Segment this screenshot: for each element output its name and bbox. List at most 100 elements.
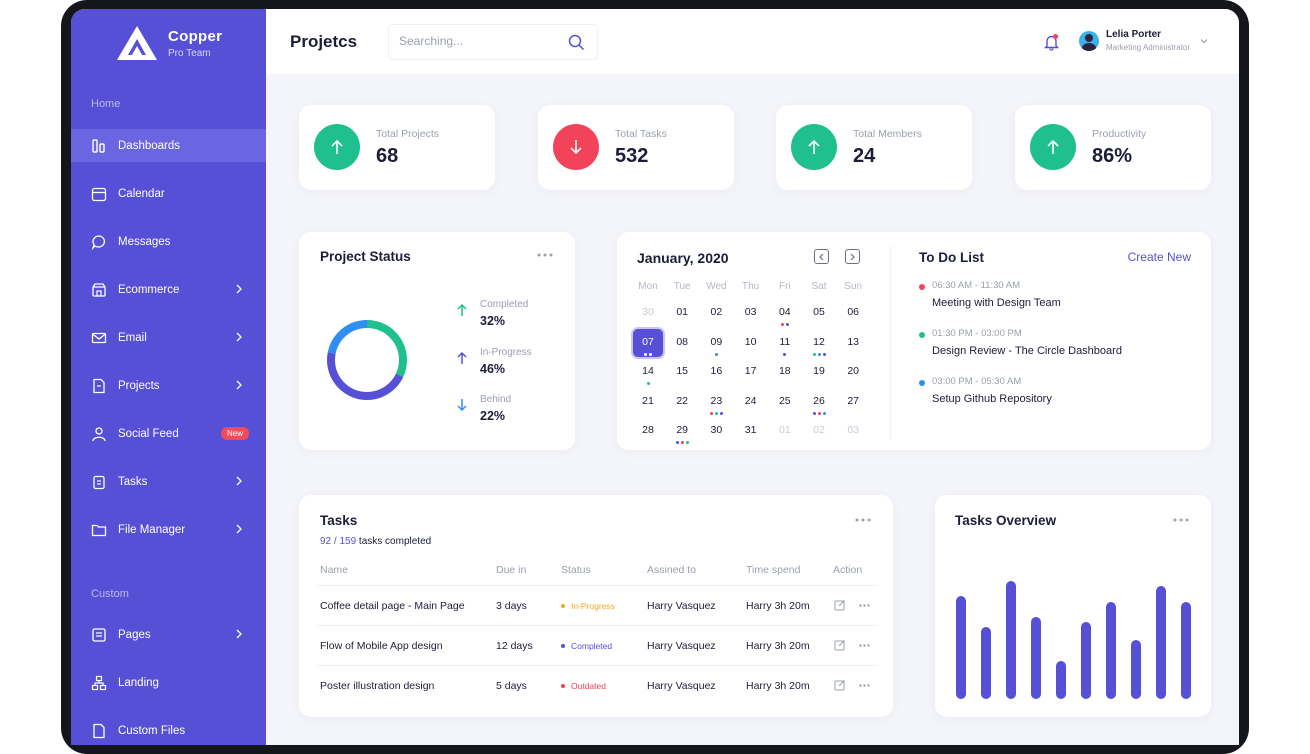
calendar-day[interactable]: 29: [667, 417, 697, 445]
stat-value: 68: [376, 145, 399, 167]
sidebar-item-social-feed[interactable]: Social Feed New: [71, 417, 266, 450]
overview-bar[interactable]: [1181, 601, 1191, 699]
calendar-day-number: 21: [642, 394, 654, 407]
calendar-day[interactable]: 31: [736, 417, 766, 445]
calendar-day[interactable]: 18: [770, 358, 800, 386]
sidebar-nav: Dashboards Calendar Messages Ecommerce E…: [71, 129, 266, 546]
sidebar-item-ecommerce[interactable]: Ecommerce: [71, 273, 266, 306]
overview-bar[interactable]: [1156, 586, 1166, 699]
column-header-time[interactable]: Time spend: [746, 564, 801, 576]
sidebar-item-email[interactable]: Email: [71, 321, 266, 354]
status-badge: In-Progress: [561, 601, 615, 611]
calendar-day[interactable]: 16: [701, 358, 731, 386]
search-box[interactable]: [388, 24, 598, 60]
calendar-day[interactable]: 30: [701, 417, 731, 445]
calendar-day[interactable]: 03: [736, 299, 766, 327]
pages-icon: [91, 627, 107, 643]
column-header-due[interactable]: Due in: [496, 564, 527, 576]
stat-label: Total Members: [853, 128, 922, 140]
calendar-day[interactable]: 06: [838, 299, 868, 327]
calendar-prev-button[interactable]: [814, 249, 829, 264]
chevron-down-icon[interactable]: [1200, 38, 1208, 44]
sidebar-item-tasks[interactable]: Tasks: [71, 465, 266, 498]
column-header-status[interactable]: Status: [561, 564, 591, 576]
sidebar-item-messages[interactable]: Messages: [71, 225, 266, 258]
overview-bar[interactable]: [1006, 581, 1016, 699]
calendar-day[interactable]: 05: [804, 299, 834, 327]
edit-icon[interactable]: [834, 679, 846, 691]
calendar-day[interactable]: 12: [804, 329, 834, 357]
more-icon[interactable]: [1173, 518, 1189, 522]
calendar-day[interactable]: 01: [667, 299, 697, 327]
calendar-day[interactable]: 19: [804, 358, 834, 386]
overview-bar[interactable]: [1056, 661, 1066, 699]
calendar-day[interactable]: 26: [804, 388, 834, 416]
calendar-day[interactable]: 23: [701, 388, 731, 416]
overview-bar[interactable]: [956, 596, 966, 699]
calendar-day[interactable]: 02: [804, 417, 834, 445]
more-icon[interactable]: [537, 253, 553, 257]
brand[interactable]: Copper Pro Team: [116, 25, 222, 61]
search-icon[interactable]: [568, 34, 585, 51]
calendar-day[interactable]: 25: [770, 388, 800, 416]
sidebar-item-landing[interactable]: Landing: [71, 666, 266, 699]
event-dot: [822, 411, 826, 415]
overview-bar[interactable]: [1031, 616, 1041, 699]
calendar-day[interactable]: 15: [667, 358, 697, 386]
sidebar-item-file-manager[interactable]: File Manager: [71, 513, 266, 546]
event-dot: [780, 323, 784, 326]
event-dot: [785, 323, 789, 326]
sidebar-item-dashboards[interactable]: Dashboards: [71, 129, 266, 162]
sidebar-item-label: Email: [118, 331, 147, 344]
overview-bar[interactable]: [1081, 622, 1091, 699]
calendar-day[interactable]: 04: [770, 299, 800, 327]
user-menu[interactable]: Lelia Porter Marketing Administrator: [1079, 29, 1208, 52]
bell-icon[interactable]: [1043, 33, 1060, 51]
calendar-day[interactable]: 20: [838, 358, 868, 386]
sidebar-item-projects[interactable]: Projects: [71, 369, 266, 402]
overview-bar[interactable]: [981, 627, 991, 699]
calendar-day[interactable]: 30: [633, 299, 663, 327]
calendar-day[interactable]: 14: [633, 358, 663, 386]
edit-icon[interactable]: [834, 599, 846, 611]
search-input[interactable]: [399, 34, 559, 48]
calendar-day[interactable]: 22: [667, 388, 697, 416]
more-icon[interactable]: [859, 644, 870, 647]
calendar-day[interactable]: 03: [838, 417, 868, 445]
more-icon[interactable]: [859, 684, 870, 687]
calendar-day[interactable]: 24: [736, 388, 766, 416]
calendar-icon: [91, 186, 107, 202]
calendar-day[interactable]: 11: [770, 329, 800, 357]
column-header-name[interactable]: Name: [320, 564, 349, 576]
overview-bar[interactable]: [1106, 601, 1116, 699]
calendar-day-number: 18: [778, 365, 791, 377]
calendar-day[interactable]: 02: [701, 299, 731, 327]
calendar-day[interactable]: 28: [633, 417, 663, 445]
table-row[interactable]: Flow of Mobile App design 12 days Comple…: [317, 625, 878, 665]
calendar-day[interactable]: 08: [667, 329, 697, 357]
calendar-day[interactable]: 10: [736, 329, 766, 357]
sidebar-item-calendar[interactable]: Calendar: [71, 177, 266, 210]
table-row[interactable]: Coffee detail page - Main Page 3 days In…: [317, 585, 878, 625]
calendar-day[interactable]: 09: [701, 329, 731, 357]
calendar-day[interactable]: 07: [633, 328, 663, 357]
stat-label: Total Projects: [376, 128, 440, 140]
overview-bar[interactable]: [1131, 639, 1141, 699]
calendar-day[interactable]: 17: [736, 358, 766, 386]
sidebar-item-custom-files[interactable]: Custom Files: [71, 714, 266, 745]
stat-icon-circle: [791, 124, 837, 170]
column-header-assignee[interactable]: Assined to: [647, 564, 697, 576]
calendar-day[interactable]: 13: [838, 329, 868, 357]
calendar-day[interactable]: 01: [770, 417, 800, 445]
calendar-day[interactable]: 21: [633, 388, 663, 416]
sidebar-item-pages[interactable]: Pages: [71, 618, 266, 651]
more-icon[interactable]: [859, 604, 870, 607]
edit-icon[interactable]: [834, 639, 846, 651]
chevron-left-icon: [819, 253, 824, 260]
table-row[interactable]: Poster illustration design 5 days Outdat…: [317, 665, 878, 705]
more-icon[interactable]: [855, 518, 871, 522]
event-dots: [804, 411, 834, 415]
create-new-link[interactable]: Create New: [1127, 250, 1191, 264]
calendar-next-button[interactable]: [845, 249, 860, 264]
calendar-day[interactable]: 27: [838, 388, 868, 416]
